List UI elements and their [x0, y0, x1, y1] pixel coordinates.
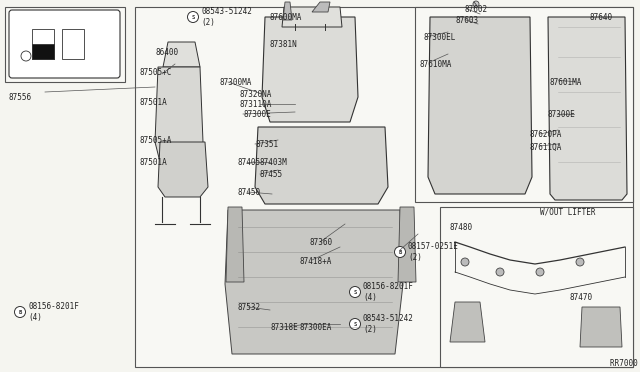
Bar: [440, 207, 633, 367]
Text: W/OUT LIFTER: W/OUT LIFTER: [540, 208, 595, 217]
Circle shape: [461, 258, 469, 266]
Polygon shape: [428, 17, 532, 194]
Text: 87300E: 87300E: [548, 109, 576, 119]
Polygon shape: [282, 7, 342, 27]
Text: B: B: [398, 250, 402, 254]
Circle shape: [15, 307, 26, 317]
Circle shape: [394, 247, 406, 257]
Bar: [32, 29, 54, 59]
FancyBboxPatch shape: [9, 10, 120, 78]
Text: 87450: 87450: [238, 187, 261, 196]
Text: 08156-8201F
(4): 08156-8201F (4): [363, 282, 414, 302]
Polygon shape: [155, 67, 203, 162]
Text: 08157-0251E
(2): 08157-0251E (2): [408, 242, 459, 262]
Polygon shape: [580, 307, 622, 347]
Circle shape: [536, 268, 544, 276]
Bar: [62, 29, 84, 59]
Polygon shape: [548, 17, 627, 200]
Text: 87532: 87532: [238, 302, 261, 311]
Text: 87418+A: 87418+A: [300, 257, 332, 266]
Text: 87360: 87360: [310, 237, 333, 247]
Text: 87403M: 87403M: [260, 157, 288, 167]
Text: 87620PA: 87620PA: [530, 129, 563, 138]
Text: RR7000 Y: RR7000 Y: [610, 359, 640, 369]
Text: 08543-51242
(2): 08543-51242 (2): [363, 314, 414, 334]
Polygon shape: [158, 142, 208, 197]
Text: 87601MA: 87601MA: [550, 77, 582, 87]
Text: 87311QA: 87311QA: [240, 99, 273, 109]
Text: 87602: 87602: [465, 4, 488, 13]
Text: 87455: 87455: [260, 170, 283, 179]
Text: 87501A: 87501A: [140, 157, 168, 167]
Circle shape: [349, 286, 360, 298]
Text: 87300E: 87300E: [243, 109, 271, 119]
Bar: [135, 7, 633, 367]
Text: 08543-51242
(2): 08543-51242 (2): [201, 7, 252, 27]
Polygon shape: [398, 207, 416, 282]
Text: 87611QA: 87611QA: [530, 142, 563, 151]
Text: 87320NA: 87320NA: [240, 90, 273, 99]
Text: 87381N: 87381N: [270, 39, 298, 48]
Text: 86400: 86400: [155, 48, 178, 57]
Circle shape: [349, 318, 360, 330]
Bar: [32, 44, 54, 59]
Polygon shape: [226, 207, 244, 282]
Text: 87556: 87556: [8, 93, 31, 102]
Text: S: S: [353, 289, 356, 295]
Text: 87300EL: 87300EL: [424, 32, 456, 42]
Text: S: S: [353, 321, 356, 327]
Polygon shape: [225, 210, 403, 354]
Text: 87600MA: 87600MA: [270, 13, 302, 22]
Polygon shape: [312, 2, 330, 12]
Text: 87405: 87405: [237, 157, 260, 167]
Circle shape: [473, 1, 479, 7]
Circle shape: [496, 268, 504, 276]
Circle shape: [576, 258, 584, 266]
Text: 87640: 87640: [590, 13, 613, 22]
Text: 87610MA: 87610MA: [420, 60, 452, 68]
Circle shape: [188, 12, 198, 22]
Polygon shape: [163, 42, 200, 67]
Text: 87470: 87470: [570, 292, 593, 301]
Text: B: B: [19, 310, 22, 314]
Polygon shape: [255, 127, 388, 204]
Text: 87480: 87480: [450, 222, 473, 231]
Text: 08156-8201F
(4): 08156-8201F (4): [28, 302, 79, 322]
Text: 87603: 87603: [456, 16, 479, 25]
Text: 87505+A: 87505+A: [140, 135, 172, 144]
Text: 87501A: 87501A: [140, 97, 168, 106]
Polygon shape: [450, 302, 485, 342]
Text: 87300MA: 87300MA: [220, 77, 252, 87]
Text: S: S: [191, 15, 195, 19]
Text: 87318E: 87318E: [271, 323, 299, 331]
Polygon shape: [262, 17, 358, 122]
Text: 87505+C: 87505+C: [140, 67, 172, 77]
Bar: [415, 7, 633, 202]
Text: 87300EA: 87300EA: [300, 323, 332, 331]
Bar: [5, 7, 125, 82]
Polygon shape: [283, 2, 292, 20]
Text: 87351: 87351: [255, 140, 278, 148]
